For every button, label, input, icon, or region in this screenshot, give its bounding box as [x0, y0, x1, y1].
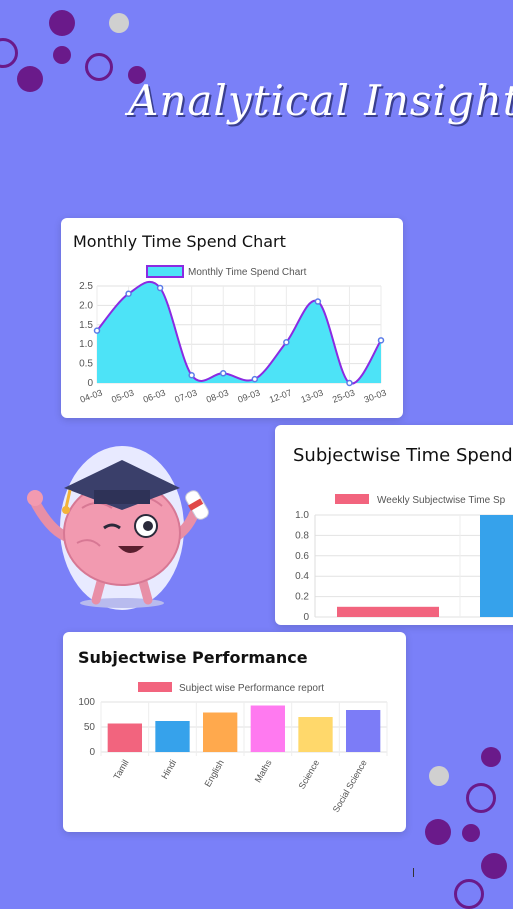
x-tick-label: 08-03 [205, 387, 230, 404]
diploma-ribbon [188, 498, 204, 511]
data-point [377, 337, 385, 344]
cap-tassel [64, 489, 72, 509]
data-point [283, 339, 290, 346]
x-tick-label: 04-03 [79, 387, 104, 404]
decor-circle [128, 66, 146, 84]
y-tick-label: 50 [84, 722, 96, 733]
data-point [156, 284, 164, 292]
series-line [96, 280, 382, 385]
y-tick-label: 1.0 [79, 339, 93, 350]
x-tick-label: Hindi [159, 758, 178, 781]
data-point [251, 375, 259, 383]
subjectwise-time-card: Subjectwise Time Spend Weekly Subjectwis… [275, 425, 513, 625]
bar [203, 712, 238, 752]
mascot-mouth [118, 546, 144, 553]
x-tick-label: 09-03 [236, 387, 261, 404]
y-tick-label: 0.5 [79, 359, 93, 370]
performance-bar-chart: Subject wise Performance report 0 50 100 Tam… [78, 682, 388, 814]
decor-circle [481, 853, 507, 879]
graduation-cap-icon [64, 460, 180, 510]
x-tick-label: 06-03 [142, 387, 167, 404]
bar [107, 723, 142, 752]
decor-circle [109, 13, 129, 33]
decor-circle [481, 747, 501, 767]
decor-ring [466, 783, 496, 813]
x-tick-label: Social Science [331, 758, 369, 814]
y-tick-label: 0.8 [295, 530, 309, 541]
decor-ring [85, 53, 113, 81]
legend-label: Monthly Time Spend Chart [188, 267, 307, 278]
decor-circle [429, 766, 449, 786]
x-tick-label: 25-03 [331, 387, 356, 404]
monthly-area-chart: Monthly Time Spend Chart 0 0.5 1.0 1.5 2.0 2.5… [79, 265, 388, 405]
decor-circle [462, 824, 480, 842]
x-tick-label: 07-03 [173, 387, 198, 404]
y-tick-label: 1.0 [295, 510, 309, 521]
y-tick-label: 0.4 [295, 571, 309, 582]
cap-tassel-end [62, 506, 70, 514]
x-tick-label: Maths [253, 758, 274, 785]
y-tick-label: 0.6 [295, 551, 309, 562]
x-tick-label: Science [297, 758, 322, 791]
legend-label: Subject wise Performance report [179, 683, 324, 694]
performance-title: Subjectwise Performance [78, 648, 308, 667]
data-point [93, 327, 101, 334]
data-point [219, 370, 227, 377]
decor-ring [454, 879, 484, 909]
x-tick-label: 12-07 [268, 387, 293, 404]
scroll-marker [413, 868, 414, 877]
x-tick-label: English [202, 758, 225, 789]
x-tick-label: Tamil [111, 758, 130, 781]
y-tick-label: 0 [89, 747, 95, 758]
y-tick-label: 0.2 [295, 592, 309, 603]
data-point [188, 371, 195, 379]
y-tick-label: 2.5 [79, 281, 93, 292]
y-tick-label: 2.0 [79, 300, 93, 311]
mascot-winking-eye [103, 523, 121, 530]
bar [298, 717, 333, 752]
monthly-chart-card: Monthly Time Spend Chart Monthly Time Sp… [61, 218, 403, 418]
subjectwise-time-title: Subjectwise Time Spend [293, 445, 513, 466]
area-fill [97, 281, 381, 384]
bar [337, 606, 439, 617]
bar [480, 515, 513, 617]
decor-circle [53, 46, 71, 64]
legend-swatch [146, 265, 184, 278]
x-tick-label: 13-03 [300, 387, 325, 404]
mascot-left-hand [27, 490, 43, 506]
subjectwise-time-bar-chart: Weekly Subjectwise Time Sp 0 0.2 0.4 0.6 0.8 1… [295, 494, 513, 623]
data-point [346, 379, 353, 387]
bar [250, 705, 285, 752]
y-tick-label: 0 [303, 612, 309, 623]
legend-label: Weekly Subjectwise Time Sp [377, 495, 506, 506]
decor-ring [0, 38, 18, 68]
decor-circle [425, 819, 451, 845]
x-tick-label: 05-03 [110, 387, 135, 404]
mascot-pupil [143, 521, 153, 531]
mascot-shadow [80, 598, 164, 608]
decor-circle [17, 66, 43, 92]
performance-card: Subjectwise Performance Subject wise Per… [63, 632, 406, 832]
y-tick-label: 1.5 [79, 320, 93, 331]
x-tick-label: 30-03 [363, 387, 388, 404]
data-point [314, 298, 322, 305]
monthly-chart-title: Monthly Time Spend Chart [73, 232, 286, 251]
legend-swatch [335, 494, 369, 504]
bar [155, 721, 190, 752]
graduation-cap-base [94, 490, 150, 504]
brain-mascot-illustration [27, 446, 209, 610]
page-title: Analytical Insight [128, 76, 513, 125]
data-point [125, 290, 132, 298]
y-tick-label: 100 [78, 697, 95, 708]
y-tick-label: 0 [87, 378, 93, 389]
decor-circle [49, 10, 75, 36]
legend-swatch [138, 682, 172, 692]
bar [346, 710, 381, 752]
